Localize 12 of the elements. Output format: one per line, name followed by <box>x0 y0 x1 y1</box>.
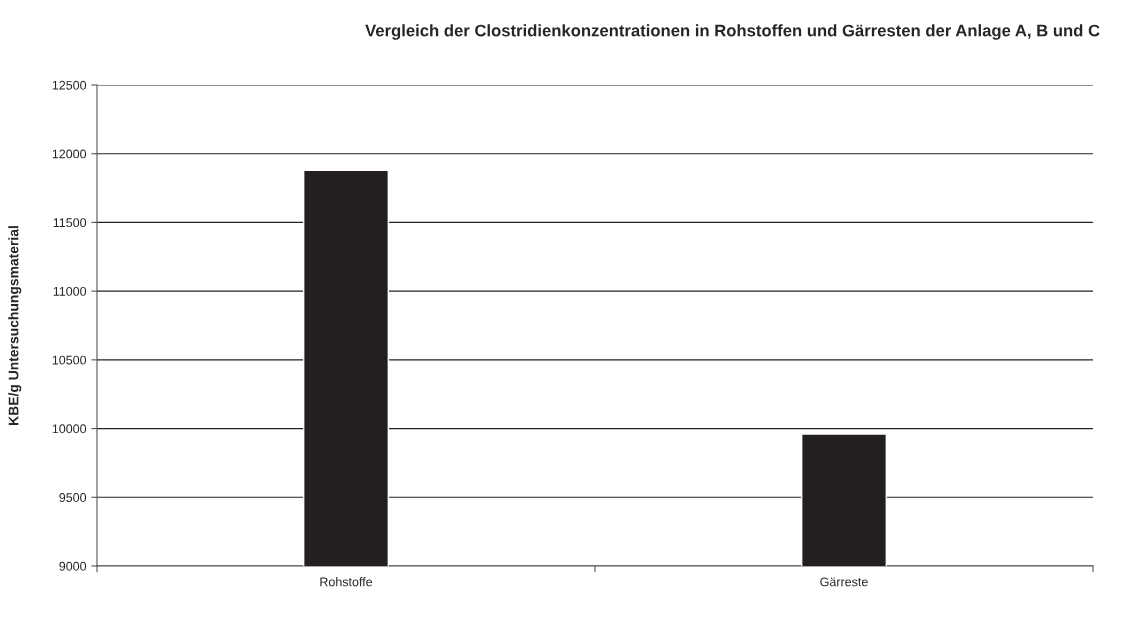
y-tick-label: 11500 <box>53 218 87 228</box>
x-tick-label: Gärreste <box>820 577 868 587</box>
y-tick-label: 10500 <box>52 355 87 365</box>
y-axis-title: KBE/g Untersuchungsmaterial <box>8 226 22 425</box>
y-tick-label: 9000 <box>59 561 87 571</box>
y-tick-label: 12500 <box>52 80 87 90</box>
y-tick-label: 9500 <box>59 493 87 502</box>
x-tick-label: Rohstoffe <box>320 577 373 587</box>
y-tick-label: 11000 <box>53 286 87 296</box>
chart-title: Vergleich der Clostridienkonzentrationen in Rohstoffen und Gärresten der Anlage A, B und C <box>365 24 1100 40</box>
y-tick-label: 10000 <box>52 424 87 434</box>
y-tick-label: 12000 <box>52 149 87 159</box>
